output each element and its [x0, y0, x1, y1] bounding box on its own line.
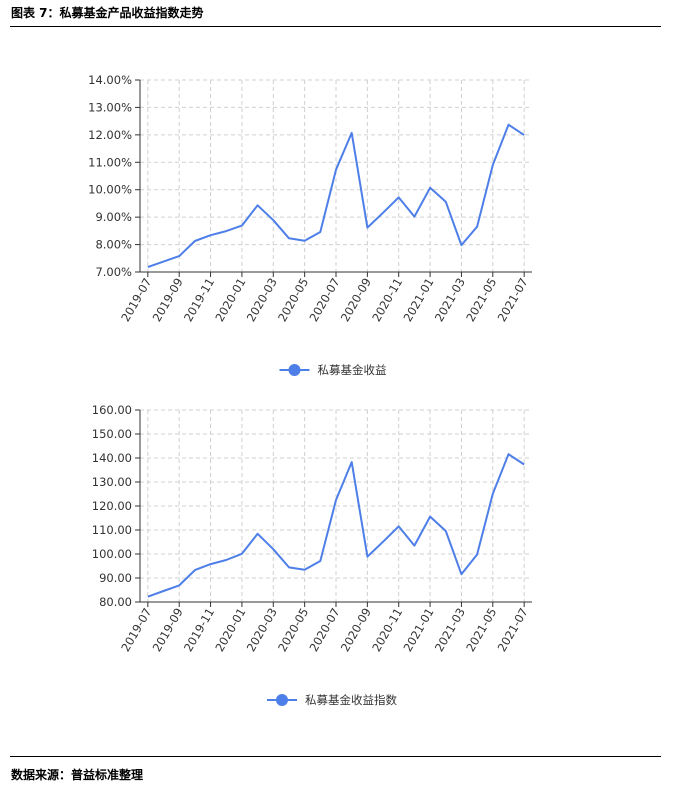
y-tick-label: 12.00% [88, 128, 132, 142]
x-tick-label: 2021-07 [495, 606, 531, 655]
y-tick-label: 9.00% [95, 210, 132, 224]
legend-label: 私募基金收益 [318, 363, 387, 377]
yield-line-chart: 7.00% 8.00% 9.00% 10.00% 11.00% 12.00% 13.00% 1… [88, 73, 532, 377]
data-source-note: 数据来源：普益标准整理 [11, 768, 144, 782]
y-tick-label: 140.00 [92, 451, 132, 465]
x-tick-label: 2021-07 [495, 276, 531, 325]
y-tick-label: 11.00% [88, 155, 132, 169]
y-tick-label: 120.00 [92, 499, 132, 513]
y-tick-label: 130.00 [92, 475, 132, 489]
y-tick-label: 13.00% [88, 100, 132, 114]
y-tick-label: 150.00 [92, 427, 132, 441]
y-tick-label: 100.00 [92, 547, 132, 561]
y-tick-label: 7.00% [95, 265, 132, 279]
y-tick-label: 8.00% [95, 238, 132, 252]
y-tick-label: 10.00% [88, 183, 132, 197]
index-line-chart: 80.00 90.00 100.00 110.00 120.00 130.00 140.00… [92, 403, 532, 707]
y-tick-label: 14.00% [88, 73, 132, 87]
y-tick-label: 80.00 [99, 595, 132, 609]
series-line-0 [147, 123, 525, 269]
legend-label: 私募基金收益指数 [305, 693, 397, 707]
legend-marker [276, 694, 288, 706]
top-rule [10, 26, 661, 27]
bottom-rule [10, 756, 661, 757]
legend-marker [288, 364, 301, 376]
y-tick-label: 90.00 [99, 571, 132, 585]
y-tick-label: 110.00 [92, 523, 132, 537]
series-line-0 [147, 453, 525, 598]
y-tick-label: 160.00 [92, 403, 132, 417]
figure-title: 图表 7：私募基金产品收益指数走势 [11, 6, 204, 20]
